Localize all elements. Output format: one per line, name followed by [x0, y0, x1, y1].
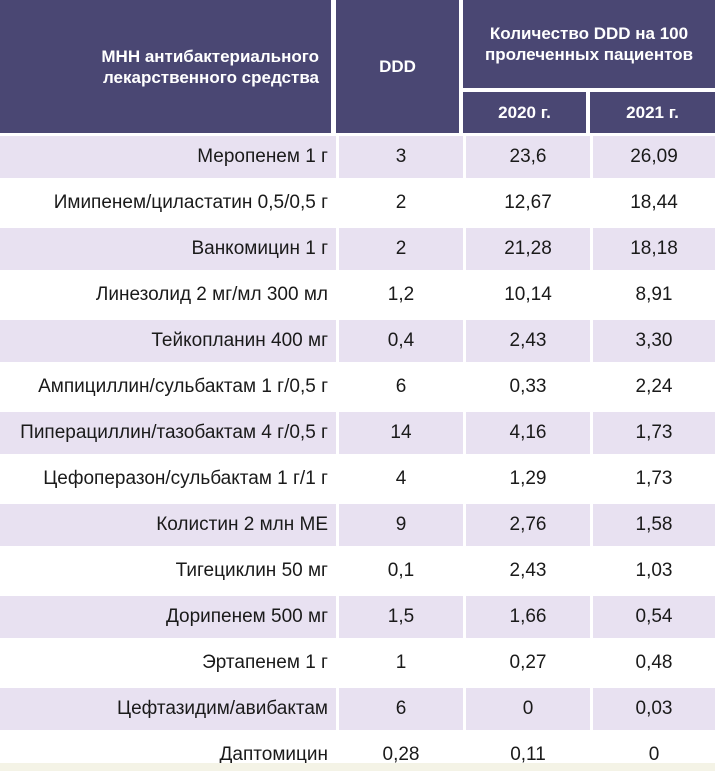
table-row: Цефоперазон/сульбактам 1 г/1 г 4 1,29 1,73 [0, 458, 715, 504]
table-row: Тейкопланин 400 мг 0,4 2,43 3,30 [0, 320, 715, 366]
header-year-2020: 2020 г. [463, 92, 586, 133]
cell-drug-name: Линезолид 2 мг/мл 300 мл [95, 284, 328, 305]
cell-year-2021-value: 0,03 [590, 688, 715, 730]
cell-year-2021-value: 0,54 [590, 596, 715, 638]
cell-ddd: 0,28 [336, 734, 463, 776]
cell-year-2021-value: 1,58 [590, 504, 715, 546]
cell-drug-name: Эртапенем 1 г [202, 652, 328, 673]
cell-ddd: 0,1 [336, 550, 463, 592]
table-row: Пиперациллин/тазобактам 4 г/0,5 г 14 4,16 1… [0, 412, 715, 458]
cell-year-2021-value: 2,24 [590, 366, 715, 408]
table-row: Цефтазидим/авибактам 6 0 0,03 [0, 688, 715, 734]
cell-year-2021-value: 0 [590, 734, 715, 776]
cell-ddd: 2 [336, 182, 463, 224]
cell-year-2020-value: 10,14 [463, 274, 590, 316]
table-row: Даптомицин 0,28 0,11 0 [0, 734, 715, 780]
cell-drug-name: Тейкопланин 400 мг [151, 330, 328, 351]
cell-drug-name: Тигециклин 50 мг [175, 560, 328, 581]
cell-ddd: 2 [336, 228, 463, 270]
cell-year-2020-value: 21,28 [463, 228, 590, 270]
cell-year-2021-value: 1,03 [590, 550, 715, 592]
cell-drug-name: Цефтазидим/авибактам [117, 698, 328, 719]
cell-drug-name: Меропенем 1 г [197, 146, 328, 167]
table-row: Линезолид 2 мг/мл 300 мл 1,2 10,14 8,91 [0, 274, 715, 320]
cell-year-2021-value: 18,44 [590, 182, 715, 224]
cell-year-2020-value: 0,33 [463, 366, 590, 408]
cell-drug-name: Дорипенем 500 мг [165, 606, 328, 627]
cell-drug-name: Ванкомицин 1 г [191, 238, 328, 259]
bottom-strip [0, 763, 715, 771]
cell-year-2020-value: 23,6 [463, 136, 590, 178]
cell-drug-name: Ампициллин/сульбактам 1 г/0,5 г [38, 376, 328, 397]
header-ddd-per-100: Количество DDD на 100 пролеченных пациен… [463, 0, 715, 88]
cell-ddd: 0,4 [336, 320, 463, 362]
cell-ddd: 1 [336, 642, 463, 684]
header-year-2021: 2021 г. [590, 92, 715, 133]
cell-year-2021-value: 0,48 [590, 642, 715, 684]
header-drug-name-label: МНН антибактериального лекарственного ср… [101, 46, 319, 87]
cell-year-2020-value: 2,43 [463, 320, 590, 362]
cell-year-2021-value: 26,09 [590, 136, 715, 178]
cell-year-2020-value: 12,67 [463, 182, 590, 224]
table-row: Ампициллин/сульбактам 1 г/0,5 г 6 0,33 2,24 [0, 366, 715, 412]
cell-ddd: 4 [336, 458, 463, 500]
table-row: Ванкомицин 1 г 2 21,28 18,18 [0, 228, 715, 274]
cell-ddd: 3 [336, 136, 463, 178]
cell-drug-name: Цефоперазон/сульбактам 1 г/1 г [43, 468, 328, 489]
table-row: Эртапенем 1 г 1 0,27 0,48 [0, 642, 715, 688]
cell-year-2020-value: 1,29 [463, 458, 590, 500]
table-row: Меропенем 1 г 3 23,6 26,09 [0, 136, 715, 182]
table-row: Дорипенем 500 мг 1,5 1,66 0,54 [0, 596, 715, 642]
header-drug-name: МНН антибактериального лекарственного ср… [0, 0, 331, 133]
cell-drug-name: Колистин 2 млн МЕ [156, 514, 328, 535]
cell-year-2021-value: 8,91 [590, 274, 715, 316]
cell-ddd: 6 [336, 688, 463, 730]
cell-drug-name: Имипенем/циластатин 0,5/0,5 г [53, 192, 328, 213]
cell-year-2020-value: 0,11 [463, 734, 590, 776]
cell-year-2020-value: 4,16 [463, 412, 590, 454]
cell-year-2020-value: 2,43 [463, 550, 590, 592]
header-ddd-label: DDD [379, 57, 416, 76]
cell-year-2020-value: 2,76 [463, 504, 590, 546]
cell-ddd: 1,5 [336, 596, 463, 638]
table-row: Колистин 2 млн МЕ 9 2,76 1,58 [0, 504, 715, 550]
header-year-2021-label: 2021 г. [626, 103, 679, 122]
cell-ddd: 14 [336, 412, 463, 454]
table-row: Имипенем/циластатин 0,5/0,5 г 2 12,67 18,44 [0, 182, 715, 228]
cell-ddd: 1,2 [336, 274, 463, 316]
cell-drug-name: Пиперациллин/тазобактам 4 г/0,5 г [20, 422, 328, 443]
cell-year-2021-value: 1,73 [590, 412, 715, 454]
cell-year-2020-value: 0,27 [463, 642, 590, 684]
cell-year-2021-value: 18,18 [590, 228, 715, 270]
cell-drug-name: Даптомицин [219, 744, 328, 765]
cell-ddd: 9 [336, 504, 463, 546]
table-row: Тигециклин 50 мг 0,1 2,43 1,03 [0, 550, 715, 596]
cell-year-2020-value: 0 [463, 688, 590, 730]
cell-year-2021-value: 1,73 [590, 458, 715, 500]
cell-ddd: 6 [336, 366, 463, 408]
header-ddd: DDD [336, 0, 459, 133]
cell-year-2021-value: 3,30 [590, 320, 715, 362]
header-ddd-per-100-label: Количество DDD на 100 пролеченных пациен… [484, 24, 694, 64]
header-year-2020-label: 2020 г. [498, 103, 551, 122]
cell-year-2020-value: 1,66 [463, 596, 590, 638]
